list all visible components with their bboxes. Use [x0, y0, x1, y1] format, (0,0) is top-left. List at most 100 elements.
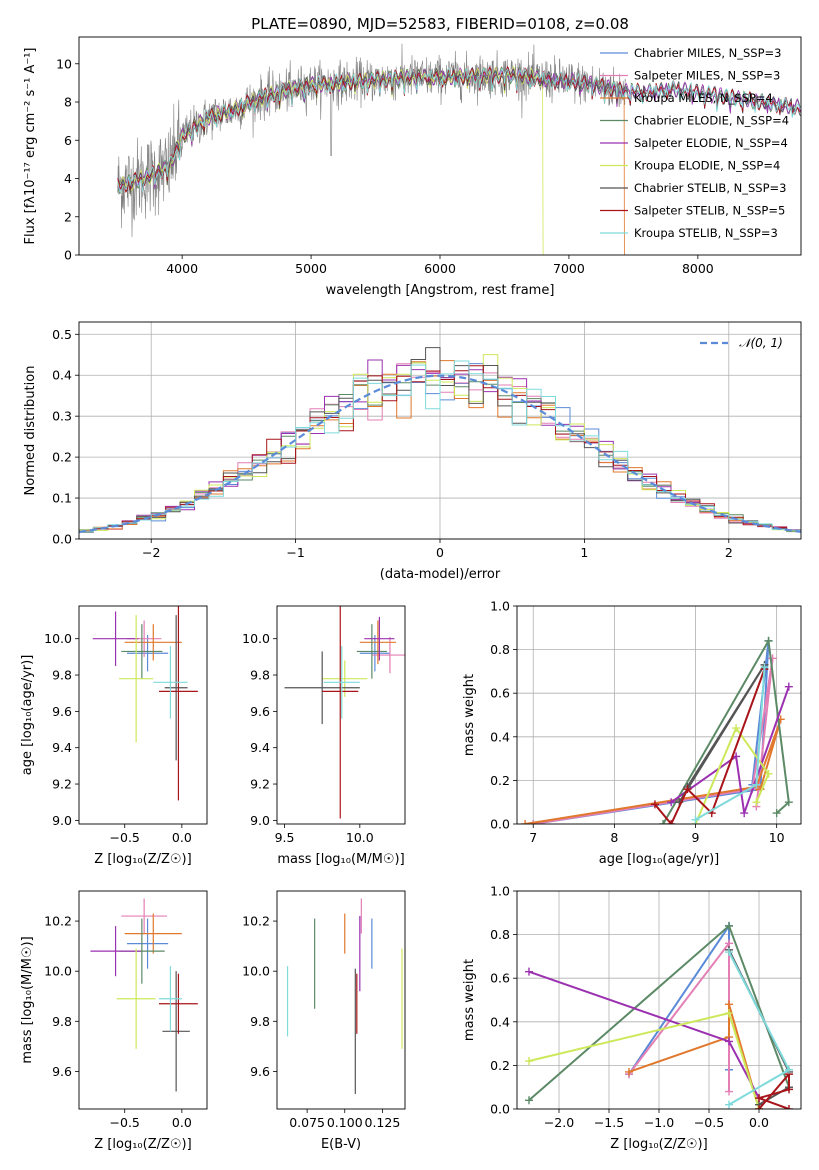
y-axis-label: mass weight — [462, 959, 477, 1041]
mass_vs_z-axes: −0.5 0.0 9.6 9.8 10.0 10.2 Z [log₁₀(Z/Z☉)] mass… — [20, 890, 208, 1152]
spectrum-legend: Chabrier MILES, N_SSP=3 Salpeter MILES, N… — [600, 46, 789, 240]
errorbar-point-kroupa_stelib — [153, 645, 188, 719]
y-tick-label: 10.0 — [44, 631, 72, 646]
y-tick-label: 9.8 — [52, 668, 72, 683]
errorbar-point-chabrier_elodie — [121, 624, 163, 679]
x-tick-label: 8 — [610, 830, 618, 845]
y-tick-label: 0.6 — [490, 686, 510, 701]
axes-frame — [78, 890, 208, 1110]
x-tick-label: 2 — [725, 545, 733, 560]
y-tick-label: 0.2 — [52, 450, 72, 465]
y-tick-label: 10.2 — [44, 914, 72, 929]
errorbar-point-salpeter_elodie — [90, 926, 141, 977]
series-marker — [725, 1000, 733, 1009]
mass_weight_vs_z-plot-area — [525, 921, 793, 1109]
series-marker — [521, 820, 530, 824]
mass_vs_z-plot-area — [90, 898, 198, 1092]
series-line-kroupa_elodie — [528, 1011, 760, 1109]
y-tick-label: 9.4 — [52, 740, 72, 755]
x-tick-label: 10 — [769, 830, 785, 845]
legend-entry: Kroupa STELIB, N_SSP=3 — [634, 226, 778, 240]
y-tick-label: 0.2 — [490, 1058, 510, 1073]
y-tick-label: 10.0 — [44, 964, 72, 979]
series-marker — [650, 800, 659, 809]
residuals-plot-area — [79, 347, 801, 533]
x-tick-label: 0.125 — [365, 1115, 401, 1130]
legend-entry: Salpeter ELODIE, N_SSP=4 — [634, 136, 788, 150]
series-marker — [625, 1067, 633, 1076]
age_vs_mass-axes: 9.5 10.0 9.0 9.2 9.4 9.6 9.8 10.0 mass [log₁₀(M/… — [242, 605, 406, 867]
legend-entry: Chabrier STELIB, N_SSP=3 — [634, 181, 786, 195]
y-tick-label: 9.8 — [250, 668, 270, 683]
x-tick-label: 9.5 — [275, 830, 295, 845]
axes-frame — [516, 890, 802, 1110]
y-tick-label: 0.0 — [490, 1102, 510, 1117]
series-marker — [691, 815, 700, 824]
errorbar-point-salpeter_stelib — [159, 973, 198, 1034]
x-tick-label: −1.0 — [644, 1115, 674, 1130]
y-tick-label: 2 — [64, 209, 72, 224]
series-line-kroupa_miles — [628, 1004, 760, 1109]
x-tick-label: 8000 — [682, 261, 714, 276]
x-tick-label: −1.5 — [594, 1115, 624, 1130]
x-tick-label: 0 — [436, 545, 444, 560]
x-tick-label: 0.075 — [289, 1115, 325, 1130]
y-axis-label: age [log₁₀(age/yr)] — [20, 655, 35, 776]
y-tick-label: 9.6 — [52, 1064, 72, 1079]
legend-entry: Kroupa ELODIE, N_SSP=4 — [634, 159, 780, 173]
y-tick-label: 9.2 — [52, 777, 72, 792]
y-tick-label: 10.0 — [242, 964, 270, 979]
errorbar-point-kroupa_miles — [124, 624, 182, 661]
axes-frame — [78, 321, 802, 540]
errorbar-point-kroupa_stelib — [323, 645, 360, 719]
errorbar-point-kroupa_elodie — [119, 615, 154, 743]
y-tick-label: 0.6 — [490, 971, 510, 986]
axes-frame — [78, 36, 802, 256]
x-tick-label: 7 — [529, 830, 537, 845]
model-spectrum-kroupa_stelib — [117, 67, 801, 194]
errorbar-point-kroupa_stelib — [159, 966, 182, 1032]
y-tick-label: 1.0 — [490, 599, 510, 614]
chart-title: PLATE=0890, MJD=52583, FIBERID=0108, z=0… — [251, 15, 629, 33]
model-spectrum-kroupa_miles — [117, 66, 625, 255]
y-tick-label: 0.0 — [52, 532, 72, 547]
y-tick-label: 9.4 — [250, 740, 270, 755]
x-tick-label: −1 — [286, 545, 304, 560]
x-tick-label: −0.5 — [110, 1115, 140, 1130]
axes-frame — [276, 605, 406, 825]
y-tick-label: 10.0 — [242, 631, 270, 646]
y-tick-label: 0.2 — [490, 773, 510, 788]
age_vs_z-plot-area — [92, 606, 198, 801]
errorbar-point-salpeter_stelib — [159, 606, 198, 801]
x-tick-label: −2.0 — [544, 1115, 574, 1130]
mass_weight_vs_age-axes: 7 8 9 10 0.0 0.2 0.4 0.6 0.8 1.0 age [log₁₀(age/yr… — [462, 599, 802, 867]
series-marker — [755, 1094, 763, 1103]
series-marker — [784, 682, 793, 691]
series-line-salpeter_elodie — [528, 970, 760, 1099]
y-axis-label: Normed distribution — [23, 366, 38, 496]
errorbar-point-salpeter_elodie — [364, 616, 395, 661]
series-marker — [667, 798, 676, 807]
y-tick-label: 9.0 — [250, 813, 270, 828]
errorbar-point-salpeter_elodie — [92, 611, 139, 666]
x-tick-label: −0.5 — [694, 1115, 724, 1130]
series-line-kroupa_elodie — [694, 726, 770, 824]
series-line-chabrier_elodie — [662, 637, 790, 824]
legend-entry: Chabrier ELODIE, N_SSP=4 — [634, 114, 789, 128]
x-axis-label: Z [log₁₀(Z/Z☉)] — [94, 852, 191, 867]
y-tick-label: 8 — [64, 95, 72, 110]
y-tick-label: 9.6 — [250, 704, 270, 719]
x-axis-label: Z [log₁₀(Z/Z☉)] — [610, 1137, 707, 1152]
series-marker — [740, 809, 749, 818]
spectrum-axes: 4000 5000 6000 7000 8000 0 2 4 6 8 10 wavelength [A… — [23, 15, 802, 298]
series-line-salpeter_elodie — [670, 686, 790, 814]
y-axis-label: mass [log₁₀(M/M☉)] — [20, 936, 35, 1063]
series-marker — [725, 948, 733, 957]
y-tick-label: 0.4 — [52, 368, 72, 383]
residuals-axes: −2 −1 0 1 2 0.0 0.1 0.2 0.3 0.4 0.5 (data-model)/er… — [23, 321, 802, 582]
series-marker — [732, 724, 741, 733]
y-tick-label: 0.8 — [490, 642, 510, 657]
series-marker — [659, 820, 668, 824]
y-tick-label: 9.6 — [52, 704, 72, 719]
y-axis-label: mass weight — [462, 674, 477, 756]
